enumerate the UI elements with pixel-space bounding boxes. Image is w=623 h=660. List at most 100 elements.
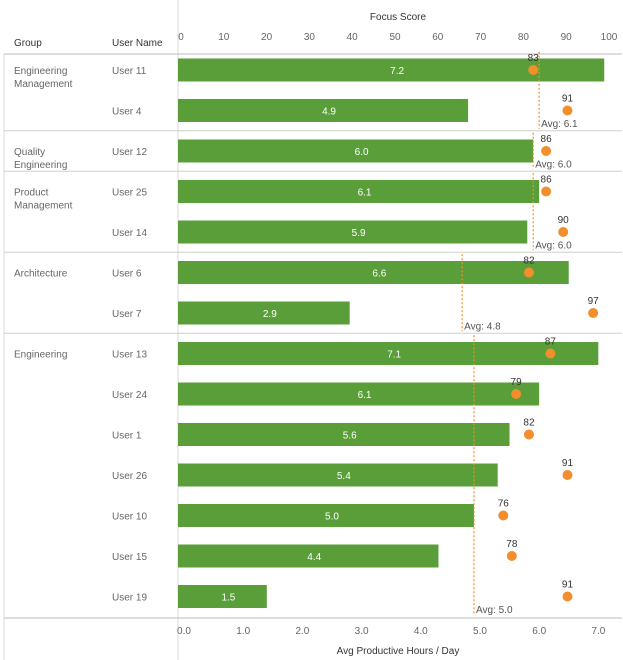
user-name-label: User 1 xyxy=(112,431,142,442)
focus-point xyxy=(506,551,517,561)
focus-point xyxy=(511,389,522,399)
bars-layer xyxy=(178,58,605,608)
hours-bar xyxy=(178,544,439,568)
focus-point xyxy=(523,429,534,440)
focus-point xyxy=(562,470,573,480)
hours-bar-label: 6.0 xyxy=(355,147,369,158)
x-tick-label: 4.0 xyxy=(414,626,428,637)
group-label: Product Management xyxy=(14,188,73,212)
user-name-column-header: User Name xyxy=(112,38,163,49)
focus-points-layer xyxy=(498,65,599,602)
hours-bar-label: 1.5 xyxy=(221,593,235,604)
average-lines-layer xyxy=(461,51,540,615)
user-name-label: User 4 xyxy=(112,107,142,118)
user-name-label: User 15 xyxy=(112,552,147,563)
hours-bar xyxy=(178,139,534,163)
x2-tick-label: 0 xyxy=(178,32,184,43)
x2-tick-label: 20 xyxy=(261,32,273,43)
x-tick-label: 3.0 xyxy=(355,626,369,637)
focus-point-label: 86 xyxy=(541,134,553,145)
labels-layer: 0.0 1.0 2.0 3.0 4.0 5.0 6.0 7.0 0 10 20 30 40 50 60 70 8… xyxy=(14,32,618,637)
hours-bar xyxy=(178,342,599,365)
hours-bar xyxy=(178,261,569,284)
user-name-label: User 14 xyxy=(112,228,147,239)
hours-bar xyxy=(178,301,350,325)
hours-bar-label: 5.9 xyxy=(352,228,366,239)
focus-point-label: 83 xyxy=(528,53,540,64)
focus-point xyxy=(528,65,539,75)
user-name-label: User 24 xyxy=(112,390,147,401)
user-name-label: User 11 xyxy=(112,66,147,77)
x-tick-label: 0.0 xyxy=(177,626,191,637)
x-tick-label: 1.0 xyxy=(236,626,250,637)
hours-bar-label: 6.6 xyxy=(372,269,386,280)
hours-bar-label: 2.9 xyxy=(263,309,277,320)
user-name-label: User 19 xyxy=(112,593,147,604)
hours-bar-label: 4.4 xyxy=(307,552,321,563)
focus-point-label: 82 xyxy=(523,418,535,429)
x-tick-label: 5.0 xyxy=(473,626,487,637)
hours-bar xyxy=(178,585,267,608)
hours-bar xyxy=(178,180,540,203)
focus-point xyxy=(498,510,509,521)
hours-bar-label: 7.2 xyxy=(390,66,404,77)
hours-bar xyxy=(178,382,540,406)
focus-point-label: 91 xyxy=(562,458,574,469)
focus-point xyxy=(545,348,556,359)
hours-bar-label: 6.1 xyxy=(358,188,372,199)
focus-point-label: 97 xyxy=(588,296,600,307)
user-name-label: User 7 xyxy=(112,309,142,320)
x2-tick-label: 80 xyxy=(518,32,530,43)
x2-tick-label: 60 xyxy=(432,32,444,43)
average-label: Avg: 5.0 xyxy=(476,605,513,616)
hours-bar-label: 5.6 xyxy=(343,431,357,442)
focus-point xyxy=(541,186,552,197)
focus-point-label: 78 xyxy=(506,539,518,550)
x2-tick-label: 100 xyxy=(601,32,618,43)
top-axis-title: Focus Score xyxy=(370,12,427,23)
focus-point-label: 82 xyxy=(523,256,535,267)
hours-bar xyxy=(178,504,474,527)
focus-point xyxy=(562,105,573,116)
x2-tick-label: 90 xyxy=(561,32,573,43)
group-label: Engineering Management xyxy=(14,66,73,90)
average-label: Avg: 6.1 xyxy=(541,119,578,130)
group-column-header: Group xyxy=(14,38,42,49)
average-label: Avg: 4.8 xyxy=(464,321,501,332)
focus-point-label: 91 xyxy=(562,580,574,591)
separators-layer xyxy=(4,130,622,334)
hours-bar-label: 6.1 xyxy=(358,390,372,401)
hours-bar xyxy=(178,58,605,82)
user-name-label: User 13 xyxy=(112,350,147,361)
average-label: Avg: 6.0 xyxy=(535,240,572,251)
focus-point xyxy=(523,267,534,278)
x2-tick-label: 10 xyxy=(218,32,230,43)
average-label: Avg: 6.0 xyxy=(535,159,572,170)
x-tick-label: 7.0 xyxy=(591,626,605,637)
user-name-label: User 25 xyxy=(112,188,147,199)
hours-bar-label: 4.9 xyxy=(322,107,336,118)
user-name-label: User 26 xyxy=(112,471,147,482)
group-label: Architecture xyxy=(14,269,68,280)
focus-point xyxy=(588,308,599,318)
hours-bar xyxy=(178,423,510,446)
user-name-label: User 12 xyxy=(112,147,147,158)
group-label: Engineering xyxy=(14,350,67,361)
focus-point-label: 76 xyxy=(498,499,510,510)
focus-point-label: 79 xyxy=(511,377,523,388)
focus-point-label: 91 xyxy=(562,94,574,105)
focus-point xyxy=(541,146,552,156)
x2-tick-label: 70 xyxy=(475,32,487,43)
focus-point-label: 90 xyxy=(558,215,570,226)
hours-bar-label: 7.1 xyxy=(387,350,401,361)
hours-bar xyxy=(178,220,528,244)
user-name-label: User 6 xyxy=(112,269,142,280)
focus-point-label: 87 xyxy=(545,337,557,348)
user-name-label: User 10 xyxy=(112,512,147,523)
x-tick-label: 2.0 xyxy=(295,626,309,637)
x2-tick-label: 30 xyxy=(304,32,316,43)
x-tick-label: 6.0 xyxy=(532,626,546,637)
x2-tick-label: 40 xyxy=(347,32,359,43)
bottom-axis-title: Avg Productive Hours / Day xyxy=(337,646,460,657)
